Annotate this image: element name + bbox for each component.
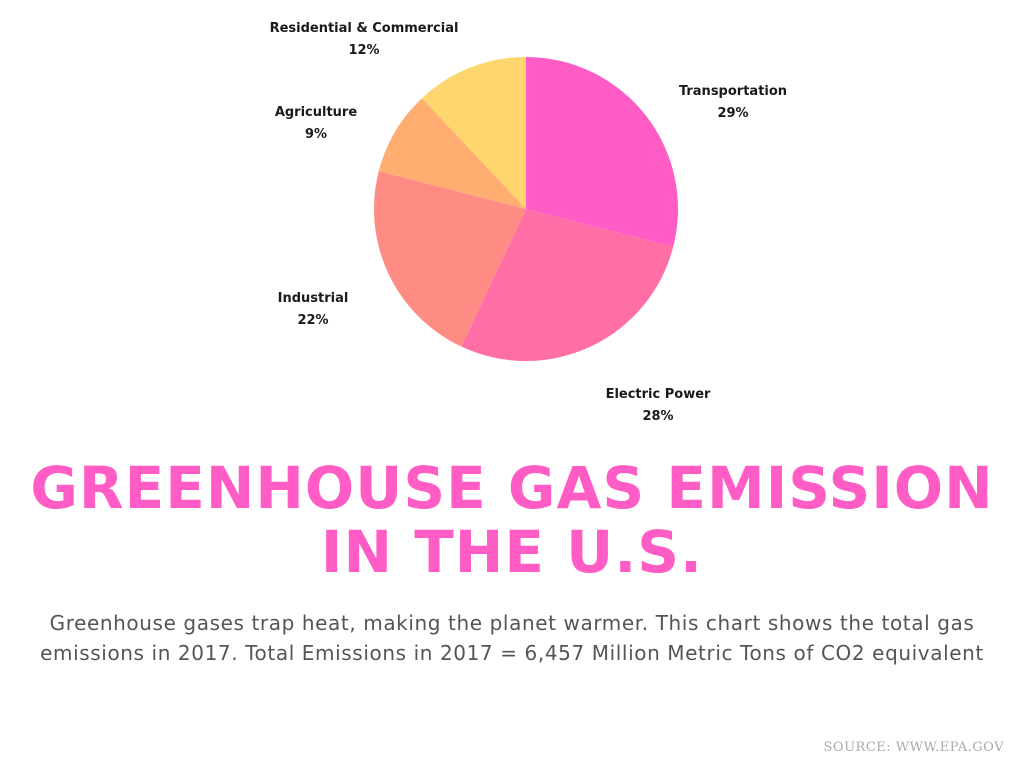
pie-slice-agriculture	[378, 98, 526, 209]
pie-slice-electric-power	[461, 209, 674, 361]
source-credit: SOURCE: WWW.EPA.GOV	[823, 740, 1004, 755]
slice-label-electric-power: Electric Power	[606, 387, 711, 402]
slice-value-agriculture: 9%	[305, 127, 327, 142]
slice-value-residential-commercial: 12%	[348, 43, 379, 58]
pie-slice-transportation	[526, 57, 678, 247]
slice-label-transportation: Transportation	[679, 84, 787, 99]
pie-slice-residential-commercial	[421, 57, 526, 209]
description: Greenhouse gases trap heat, making the p…	[40, 611, 984, 665]
slice-value-electric-power: 28%	[642, 409, 673, 424]
slice-value-industrial: 22%	[297, 313, 328, 328]
slice-value-transportation: 29%	[717, 106, 748, 121]
slice-label-agriculture: Agriculture	[275, 105, 358, 120]
slice-label-industrial: Industrial	[278, 291, 349, 306]
pie-chart: Transportation 29% Electric Power 28% Indust…	[270, 21, 787, 424]
slice-label-residential-commercial: Residential & Commercial	[270, 21, 459, 36]
title-line-2: IN THE U.S.	[320, 518, 704, 586]
title-line-1: GREENHOUSE GAS EMISSION	[30, 454, 994, 522]
pie-slice-industrial	[374, 171, 526, 347]
